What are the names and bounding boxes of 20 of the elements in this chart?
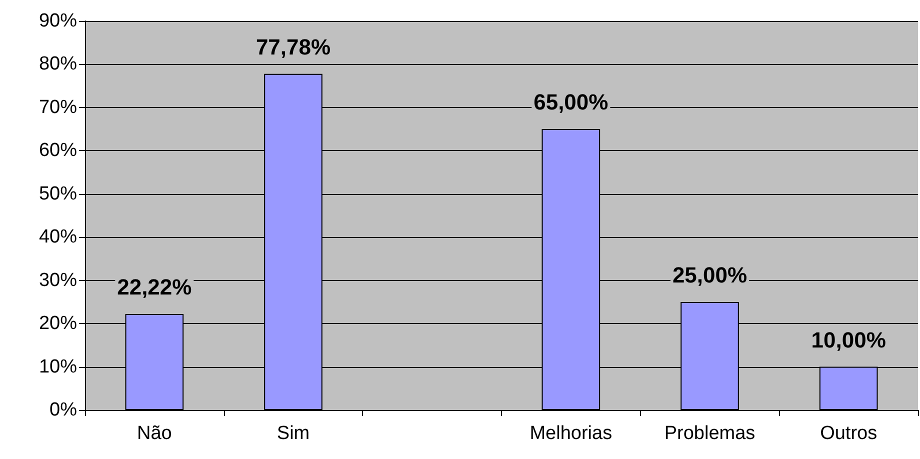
y-tick-label: 50%: [38, 183, 78, 204]
y-tick-label: 0%: [50, 400, 78, 420]
y-tick-label: 90%: [38, 10, 78, 32]
data-label: 77,78%: [256, 34, 331, 60]
y-tick-label: 60%: [38, 140, 78, 162]
x-tick-label: Outros: [820, 423, 878, 444]
data-label: 10,00%: [811, 327, 886, 352]
y-tick-label: 80%: [38, 54, 78, 75]
y-tick-label: 10%: [38, 356, 78, 378]
y-tick-label: 30%: [38, 270, 78, 291]
x-tick-label: Melhorias: [530, 423, 612, 444]
x-tick-label: Sim: [276, 423, 310, 444]
x-tick-label: Problemas: [664, 423, 756, 444]
data-label: 25,00%: [672, 262, 748, 288]
y-tick-label: 40%: [38, 226, 78, 248]
data-label: 22,22%: [117, 274, 192, 300]
data-label: 65,00%: [534, 90, 608, 115]
y-tick-label: 70%: [38, 96, 78, 118]
x-tick-label: Não: [136, 423, 172, 444]
y-tick-label: 20%: [38, 313, 78, 334]
